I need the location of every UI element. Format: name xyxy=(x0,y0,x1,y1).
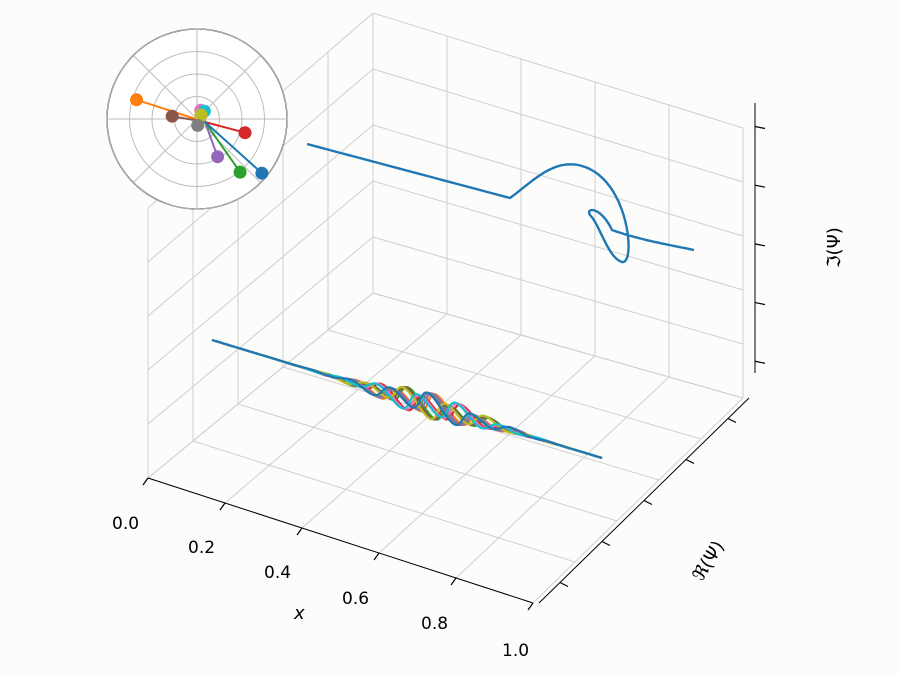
axes-3d xyxy=(142,103,766,611)
z-tick xyxy=(754,243,766,247)
phasor-inset xyxy=(106,28,288,210)
floor-grid-line xyxy=(192,440,576,563)
x-tick xyxy=(142,477,149,486)
left-wall-grid-line xyxy=(147,236,374,425)
y-tick xyxy=(685,458,695,465)
inset-phasors xyxy=(130,93,269,180)
phasor-tip-1 xyxy=(165,109,179,123)
floor-grid-line xyxy=(224,313,448,504)
x-tick xyxy=(527,602,534,611)
phasor-line-9 xyxy=(204,121,263,174)
floor-grid-line xyxy=(327,329,702,440)
back-wall-grid-line xyxy=(372,180,744,291)
y-tick xyxy=(601,540,611,547)
x-axis-label: x xyxy=(293,603,305,624)
y-tick xyxy=(643,499,653,506)
floor-trajectories xyxy=(211,338,603,460)
left-wall-grid-line xyxy=(147,292,374,479)
x-tick xyxy=(373,552,380,561)
x-tick-label: 0.8 xyxy=(421,614,448,634)
z-tick xyxy=(754,301,766,306)
x-tick-label: 0.6 xyxy=(342,589,369,609)
left-wall-grid-line xyxy=(147,124,374,317)
phasor-line-8 xyxy=(204,121,241,173)
wall-trajectory xyxy=(306,142,695,264)
x-tick-label: 1.0 xyxy=(502,641,529,661)
floor-grid-line xyxy=(378,355,596,554)
inset-grid xyxy=(106,28,288,210)
x-axis-line xyxy=(147,477,534,604)
z-tick xyxy=(754,125,766,130)
back-wall-grid-line xyxy=(372,292,744,399)
phasor-tip-0 xyxy=(130,93,143,107)
z-tick xyxy=(754,184,766,188)
phasor-tip-5 xyxy=(191,118,205,132)
x-tick xyxy=(296,527,303,536)
left-wall-grid-line xyxy=(147,180,374,371)
floor-grid-line xyxy=(237,403,618,522)
floor-trajectory-9 xyxy=(211,338,603,460)
back-wall-grid-line xyxy=(372,236,744,345)
x-tick xyxy=(219,502,226,511)
floor-grid-line xyxy=(301,334,522,529)
x-tick-label: 0.0 xyxy=(112,514,139,534)
floor-grid-line xyxy=(455,376,670,579)
back-wall-grid-line xyxy=(372,124,744,237)
back-wall-grid-line xyxy=(372,68,744,183)
phasor-tip-7 xyxy=(211,150,225,164)
back-wall-grid-line xyxy=(372,12,744,129)
phasor-tip-8 xyxy=(233,165,247,179)
x-tick xyxy=(450,577,457,586)
x-tick-label: 0.2 xyxy=(188,538,215,558)
inset-spoke xyxy=(133,55,198,120)
phasor-line-6 xyxy=(204,121,246,134)
x-tick-label: 0.4 xyxy=(264,563,291,583)
x-tick-labels: 0.0 0.2 0.4 0.6 0.8 1.0 xyxy=(112,514,529,661)
y-tick xyxy=(727,417,737,424)
y-tick xyxy=(559,581,569,588)
phasor-tip-4 xyxy=(194,108,208,122)
floor-grid-line xyxy=(532,397,744,604)
z-tick xyxy=(754,360,766,364)
inset-spoke xyxy=(133,118,198,183)
wall-trajectory-line xyxy=(306,142,695,264)
z-axis-label: ℑ(Ψ) xyxy=(824,227,845,268)
phasor-tip-6 xyxy=(238,126,252,140)
phasor-tip-9 xyxy=(255,166,269,180)
